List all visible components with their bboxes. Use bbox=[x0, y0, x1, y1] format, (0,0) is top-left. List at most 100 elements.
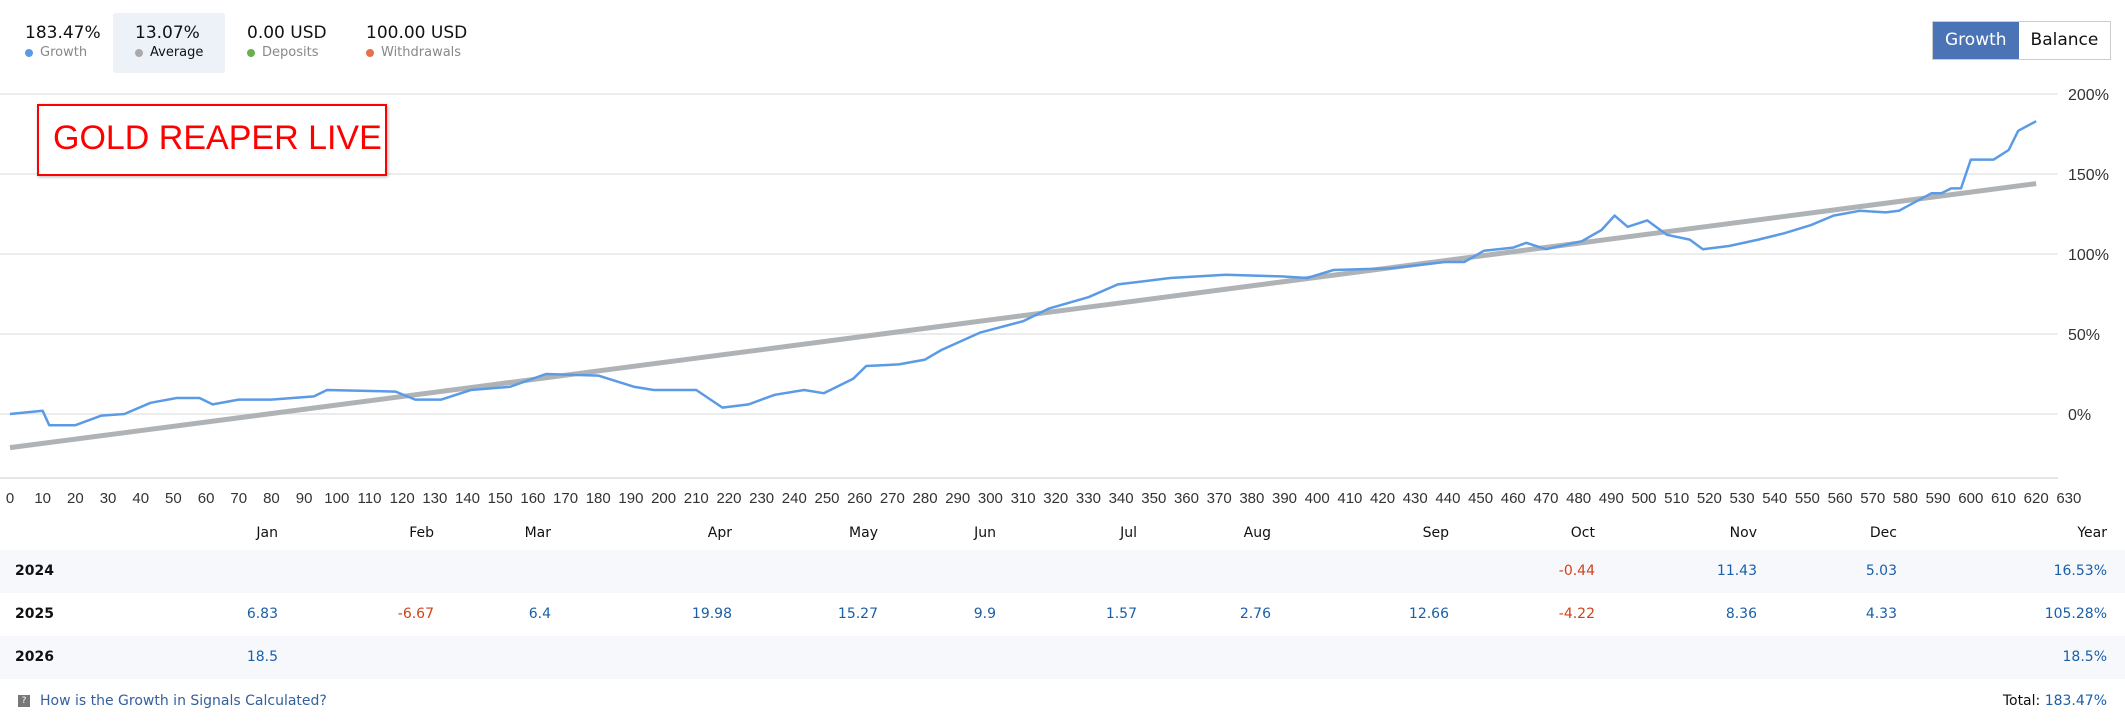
month-value: 9.9 bbox=[973, 606, 996, 622]
x-tick-label: 300 bbox=[978, 490, 1003, 507]
month-header: Apr bbox=[707, 525, 732, 541]
x-tick-label: 380 bbox=[1239, 490, 1264, 507]
x-tick-label: 410 bbox=[1337, 490, 1362, 507]
total-label: Total: bbox=[2002, 693, 2041, 709]
x-tick-label: 580 bbox=[1893, 490, 1918, 507]
x-tick-label: 180 bbox=[586, 490, 611, 507]
x-tick-label: 120 bbox=[390, 490, 415, 507]
x-tick-label: 370 bbox=[1207, 490, 1232, 507]
growth-label: Growth bbox=[40, 45, 88, 60]
x-tick-label: 590 bbox=[1926, 490, 1951, 507]
x-tick-label: 220 bbox=[716, 490, 741, 507]
x-tick-label: 10 bbox=[34, 490, 51, 507]
month-value: 8.36 bbox=[1725, 606, 1757, 622]
month-value: -4.22 bbox=[1558, 606, 1595, 622]
stat-average[interactable]: 13.07% Average bbox=[113, 13, 225, 73]
table-row: 2024 -0.44 11.43 5.03 16.53% bbox=[0, 550, 2125, 593]
month-value: -6.67 bbox=[397, 606, 434, 622]
x-tick-label: 170 bbox=[553, 490, 578, 507]
x-tick-label: 540 bbox=[1762, 490, 1787, 507]
month-value: 5.03 bbox=[1865, 563, 1897, 579]
month-header: Aug bbox=[1243, 525, 1271, 541]
growth-value: 183.47% bbox=[25, 23, 101, 43]
x-tick-label: 340 bbox=[1109, 490, 1134, 507]
x-tick-label: 160 bbox=[520, 490, 545, 507]
x-tick-label: 570 bbox=[1860, 490, 1885, 507]
stat-deposits: 0.00 USD Deposits bbox=[247, 13, 327, 73]
x-tick-label: 250 bbox=[814, 490, 839, 507]
growth-button[interactable]: Growth bbox=[1933, 22, 2019, 59]
month-value: 4.33 bbox=[1865, 606, 1897, 622]
y-tick-label: 150% bbox=[2068, 167, 2109, 184]
average-label: Average bbox=[150, 45, 204, 60]
month-value: 11.43 bbox=[1716, 563, 1757, 579]
x-tick-label: 40 bbox=[132, 490, 149, 507]
x-tick-label: 320 bbox=[1043, 490, 1068, 507]
x-tick-label: 400 bbox=[1305, 490, 1330, 507]
x-tick-label: 90 bbox=[296, 490, 313, 507]
x-tick-label: 430 bbox=[1403, 490, 1428, 507]
year-label: 2024 bbox=[15, 563, 54, 579]
stat-growth: 183.47% Growth bbox=[25, 13, 101, 73]
x-tick-label: 110 bbox=[358, 490, 382, 507]
x-tick-label: 80 bbox=[263, 490, 280, 507]
chart-mode-toggle: Growth Balance bbox=[1932, 21, 2112, 60]
month-value: 15.27 bbox=[837, 606, 878, 622]
month-value: 2.76 bbox=[1239, 606, 1271, 622]
x-tick-label: 130 bbox=[422, 490, 447, 507]
month-header: Mar bbox=[524, 525, 551, 541]
x-tick-label: 70 bbox=[230, 490, 247, 507]
month-value: -0.44 bbox=[1558, 563, 1595, 579]
help-link[interactable]: ? How is the Growth in Signals Calculate… bbox=[18, 693, 327, 709]
average-line bbox=[9, 181, 2037, 451]
y-tick-label: 0% bbox=[2068, 407, 2091, 424]
month-header: Jul bbox=[1120, 525, 1137, 541]
y-tick-label: 200% bbox=[2068, 87, 2109, 104]
average-value: 13.07% bbox=[135, 23, 200, 43]
deposits-label: Deposits bbox=[262, 45, 319, 60]
x-tick-label: 550 bbox=[1795, 490, 1820, 507]
growth-line bbox=[9, 120, 2037, 427]
overlay-title: GOLD REAPER LIVE bbox=[37, 104, 387, 176]
month-value: 6.4 bbox=[528, 606, 551, 622]
x-tick-label: 150 bbox=[488, 490, 513, 507]
month-header: Year bbox=[2077, 525, 2107, 541]
x-tick-label: 510 bbox=[1664, 490, 1689, 507]
total-value: 183.47% bbox=[2044, 693, 2107, 709]
month-value: 105.28% bbox=[2044, 606, 2107, 622]
x-tick-label: 390 bbox=[1272, 490, 1297, 507]
y-tick-label: 100% bbox=[2068, 247, 2109, 264]
x-tick-label: 630 bbox=[2056, 490, 2081, 507]
year-label: 2026 bbox=[15, 649, 54, 665]
x-tick-label: 490 bbox=[1599, 490, 1624, 507]
monthly-growth-table: Jan Feb Mar Apr May Jun Jul Aug Sep Oct Nov Dec Year… bbox=[0, 515, 2125, 679]
withdrawals-value: 100.00 USD bbox=[366, 23, 468, 43]
x-tick-label: 620 bbox=[2024, 490, 2049, 507]
x-tick-label: 360 bbox=[1174, 490, 1199, 507]
table-row: 2026 18.5 18.5% bbox=[0, 636, 2125, 679]
month-value: 12.66 bbox=[1408, 606, 1449, 622]
month-header: Nov bbox=[1729, 525, 1757, 541]
y-tick-label: 50% bbox=[2068, 327, 2100, 344]
x-tick-label: 140 bbox=[455, 490, 480, 507]
stat-withdrawals: 100.00 USD Withdrawals bbox=[366, 13, 467, 73]
growth-chart: 0% 50% 100% 150% 200% 0 10 20 30 40 50 60 70 80 90 100 1… bbox=[0, 87, 2109, 507]
help-link-text[interactable]: How is the Growth in Signals Calculated? bbox=[40, 693, 327, 709]
x-tick-label: 450 bbox=[1468, 490, 1493, 507]
x-tick-label: 50 bbox=[165, 490, 182, 507]
month-value: 18.5 bbox=[246, 649, 278, 665]
x-tick-label: 100 bbox=[324, 490, 349, 507]
average-dot-icon bbox=[135, 48, 143, 57]
deposits-value: 0.00 USD bbox=[247, 23, 327, 43]
x-tick-label: 330 bbox=[1076, 490, 1101, 507]
x-tick-label: 420 bbox=[1370, 490, 1395, 507]
x-tick-label: 190 bbox=[618, 490, 643, 507]
x-tick-label: 0 bbox=[6, 490, 14, 507]
help-icon: ? bbox=[18, 695, 30, 707]
x-tick-label: 230 bbox=[749, 490, 774, 507]
x-tick-label: 530 bbox=[1730, 490, 1755, 507]
x-tick-label: 280 bbox=[913, 490, 938, 507]
balance-button[interactable]: Balance bbox=[2018, 22, 2111, 59]
month-value: 19.98 bbox=[691, 606, 732, 622]
x-tick-label: 310 bbox=[1011, 490, 1036, 507]
